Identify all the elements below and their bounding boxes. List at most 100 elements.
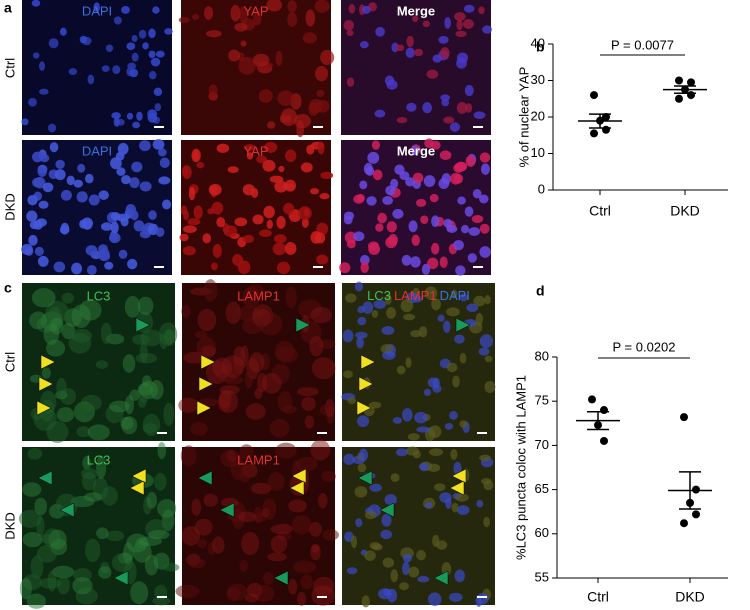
cell [208, 84, 218, 96]
cell [279, 114, 288, 124]
arrowhead [200, 354, 216, 370]
cell [250, 482, 272, 495]
cell [439, 256, 448, 268]
cell [56, 377, 67, 398]
y-tick-label: 0 [538, 181, 545, 196]
cell [412, 450, 421, 459]
cell [126, 533, 149, 553]
cell [459, 293, 468, 302]
cell [380, 529, 393, 540]
cell [27, 194, 38, 206]
cell [446, 362, 458, 373]
cell [155, 50, 165, 58]
data-point [600, 406, 608, 415]
cell [449, 122, 461, 132]
cell [256, 155, 267, 164]
cell [110, 221, 119, 234]
cell [180, 445, 197, 467]
cell [164, 28, 173, 35]
cell [358, 448, 369, 462]
cell [212, 243, 222, 258]
arrowhead [358, 376, 374, 392]
cell [148, 529, 170, 540]
cell [403, 313, 416, 321]
y-tick-label: 70 [535, 437, 549, 452]
cell [385, 236, 398, 249]
cell [38, 200, 49, 209]
cell [301, 396, 316, 412]
cell [154, 584, 168, 601]
cell [432, 54, 442, 63]
data-point [590, 91, 598, 100]
cell [478, 347, 490, 356]
cell [296, 387, 319, 397]
cell [483, 516, 491, 528]
cell [276, 523, 292, 532]
cell [148, 28, 156, 39]
cell [346, 77, 355, 87]
cell [140, 329, 163, 347]
cell [390, 569, 399, 583]
cell [182, 165, 192, 180]
cell [133, 220, 145, 232]
cell [396, 365, 406, 375]
cell [374, 109, 386, 118]
row-label: DKD [2, 512, 17, 539]
cell [320, 49, 335, 66]
cell [473, 111, 486, 120]
cell [252, 53, 270, 67]
cell [311, 585, 335, 606]
channel-label: YAP [243, 143, 268, 158]
cell [475, 312, 483, 326]
cell [150, 57, 161, 67]
cell [372, 169, 383, 181]
cell [296, 120, 305, 138]
channel-label: DAPI [82, 3, 112, 18]
cell [267, 552, 287, 562]
cell [471, 214, 484, 224]
cell [82, 456, 92, 470]
cell [87, 74, 95, 85]
cell [359, 180, 368, 190]
cell [234, 217, 248, 227]
arrowhead [59, 502, 75, 518]
y-tick-label: 10 [531, 145, 545, 160]
cell [356, 336, 364, 349]
cell [162, 563, 180, 572]
cell [285, 286, 297, 309]
cell [444, 17, 452, 29]
cell [296, 456, 318, 472]
cell [39, 88, 49, 95]
cell [432, 534, 440, 547]
arrowhead [356, 400, 372, 416]
cell [423, 388, 432, 397]
cell [232, 254, 244, 266]
cell [29, 311, 48, 330]
cell [343, 20, 355, 31]
cell [484, 294, 491, 305]
cell [476, 499, 484, 508]
cell [259, 229, 272, 238]
cell [45, 300, 69, 324]
cell [400, 298, 414, 313]
cell [348, 3, 356, 14]
channel-label: YAP [243, 3, 268, 18]
cell [375, 223, 384, 232]
cell [216, 217, 226, 228]
data-point [680, 413, 688, 422]
cell [203, 6, 214, 20]
channel-label: DAPI [82, 143, 112, 158]
cell [96, 527, 109, 540]
cell [180, 205, 188, 216]
cell [258, 312, 283, 336]
cell [390, 473, 400, 482]
cell [244, 370, 254, 389]
cell [431, 298, 441, 311]
cell [100, 222, 113, 231]
cell [454, 162, 467, 172]
cell [373, 299, 387, 309]
cell [454, 11, 466, 22]
cell [105, 530, 125, 542]
cell [484, 355, 493, 363]
